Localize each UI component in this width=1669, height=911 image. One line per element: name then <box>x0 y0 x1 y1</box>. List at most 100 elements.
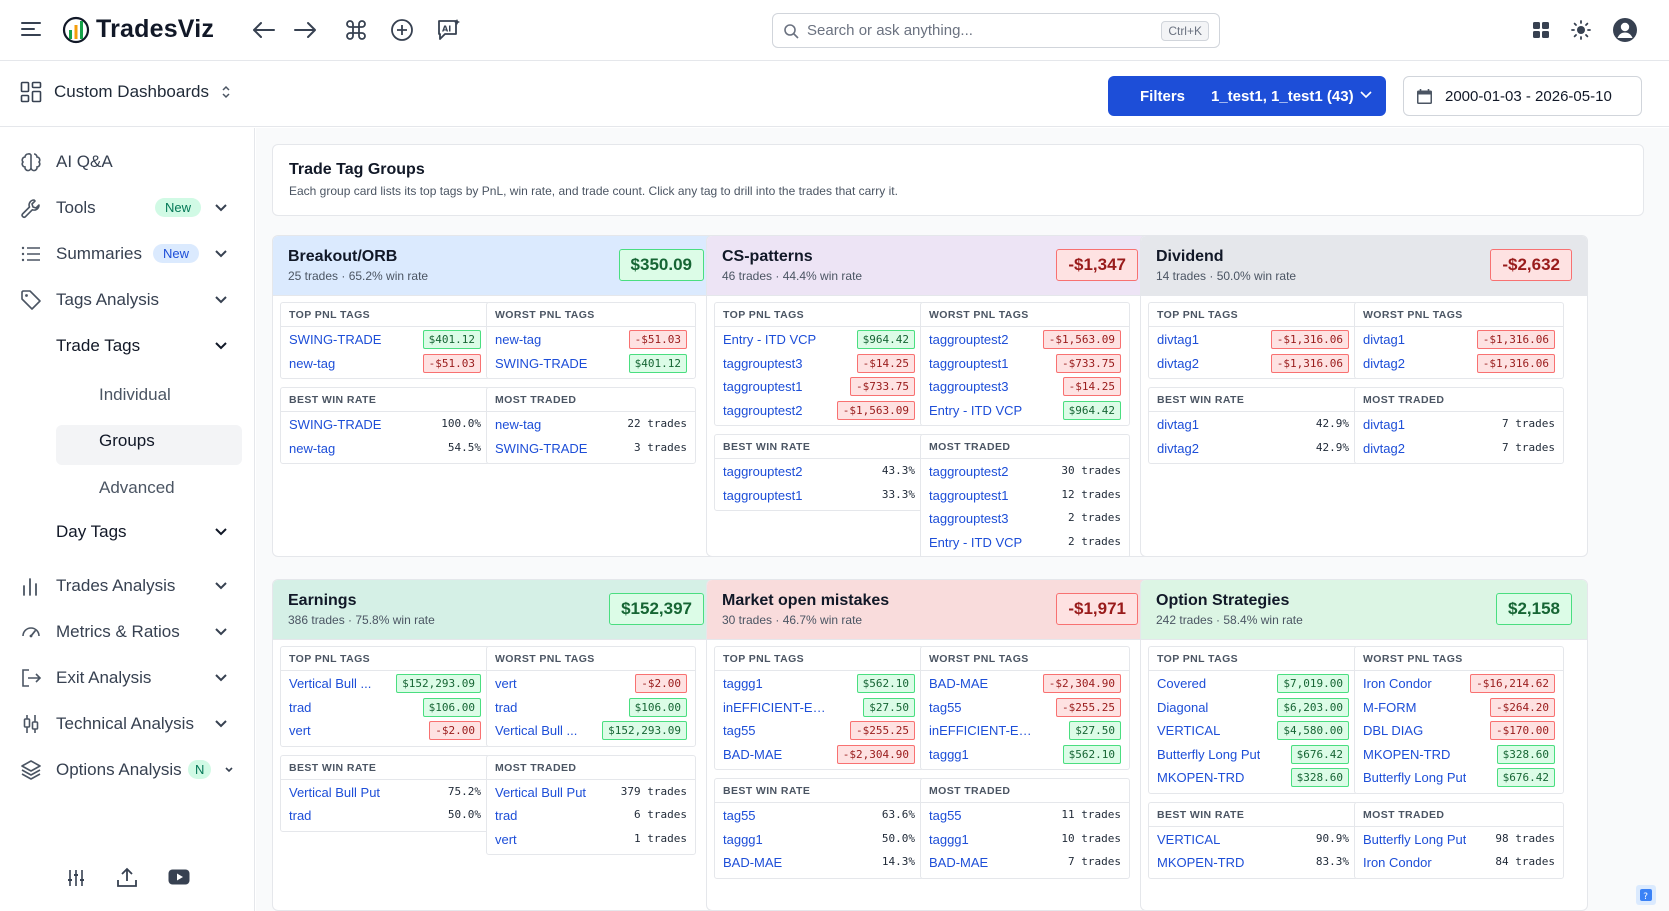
tag-link[interactable]: trad <box>289 808 312 823</box>
tag-link[interactable]: Diagonal <box>1157 699 1209 715</box>
sidebar-item-trades-analysis[interactable]: Trades Analysis <box>0 564 255 608</box>
tag-row[interactable]: taggrouptest2 -$1,563.09 <box>921 327 1129 351</box>
forward-arrow-icon[interactable] <box>292 19 318 41</box>
tag-link[interactable]: BAD-MAE <box>929 855 989 870</box>
tag-link[interactable]: taggg1 <box>929 746 969 762</box>
tag-link[interactable]: Entry - ITD VCP <box>929 402 1023 418</box>
tag-row[interactable]: tag55 -$255.25 <box>921 695 1129 719</box>
tag-row[interactable]: trad $106.00 <box>487 695 695 719</box>
tag-link[interactable]: SWING-TRADE <box>289 332 382 347</box>
tag-row[interactable]: taggrouptest3 2 trades <box>921 506 1129 530</box>
tag-row[interactable]: Covered $7,019.00 <box>1149 671 1357 695</box>
tag-link[interactable]: taggrouptest2 <box>929 464 1009 479</box>
tag-row[interactable]: inEFFICIENT-EXIT $27.50 <box>921 718 1129 742</box>
tag-row[interactable]: tag55 11 trades <box>921 803 1129 827</box>
tag-link[interactable]: taggrouptest1 <box>929 487 1009 503</box>
tag-link[interactable]: Vertical Bull Put <box>495 784 587 800</box>
tag-link[interactable]: new-tag <box>289 440 336 456</box>
tag-link[interactable]: new-tag <box>289 355 336 371</box>
tag-row[interactable]: Butterfly Long Put $676.42 <box>1149 742 1357 766</box>
sidebar-item-groups[interactable]: Groups <box>99 431 155 450</box>
tag-link[interactable]: tag55 <box>929 699 962 715</box>
sidebar-item-metrics-ratios[interactable]: Metrics & Ratios <box>0 610 255 654</box>
tag-link[interactable]: taggg1 <box>929 831 969 847</box>
tag-row[interactable]: divtag1 42.9% <box>1149 412 1357 436</box>
tag-link[interactable]: VERTICAL <box>1157 723 1221 738</box>
tag-row[interactable]: SWING-TRADE 3 trades <box>487 436 695 460</box>
tag-row[interactable]: taggrouptest1 -$733.75 <box>715 374 923 398</box>
sidebar-item-tags-analysis[interactable]: Tags Analysis <box>0 278 255 322</box>
dashboard-selector[interactable]: Custom Dashboards <box>20 81 231 103</box>
back-arrow-icon[interactable] <box>251 19 277 41</box>
tag-row[interactable]: inEFFICIENT-EXIT $27.50 <box>715 695 923 719</box>
tag-link[interactable]: trad <box>495 699 518 715</box>
tag-row[interactable]: divtag1 -$1,316.06 <box>1149 327 1357 351</box>
tag-row[interactable]: taggg1 50.0% <box>715 827 923 851</box>
tag-link[interactable]: Vertical Bull ... <box>495 723 578 738</box>
tag-link[interactable]: tag55 <box>929 808 962 823</box>
tag-row[interactable]: divtag2 42.9% <box>1149 436 1357 460</box>
tag-link[interactable]: divtag1 <box>1157 417 1199 432</box>
tag-link[interactable]: divtag2 <box>1157 355 1199 371</box>
tag-link[interactable]: new-tag <box>495 332 542 347</box>
tag-link[interactable]: BAD-MAE <box>723 855 783 870</box>
tag-link[interactable]: divtag1 <box>1157 332 1199 347</box>
hamburger-menu-icon[interactable] <box>20 18 42 40</box>
sidebar-item-summaries[interactable]: Summaries New <box>0 232 255 276</box>
tag-link[interactable]: Covered <box>1157 676 1207 691</box>
tag-link[interactable]: trad <box>495 808 518 823</box>
tag-link[interactable]: Iron Condor <box>1363 855 1432 870</box>
tag-link[interactable]: BAD-MAE <box>929 676 989 691</box>
tag-row[interactable]: VERTICAL 90.9% <box>1149 827 1357 851</box>
tag-link[interactable]: Butterfly Long Put <box>1157 746 1261 762</box>
tag-link[interactable]: M-FORM <box>1363 699 1417 715</box>
tag-row[interactable]: taggrouptest2 43.3% <box>715 459 923 483</box>
tag-row[interactable]: new-tag 22 trades <box>487 412 695 436</box>
tag-link[interactable]: VERTICAL <box>1157 831 1221 847</box>
tag-row[interactable]: new-tag -$51.03 <box>281 351 489 375</box>
tag-link[interactable]: taggrouptest3 <box>723 355 803 371</box>
sidebar-item-exit-analysis[interactable]: Exit Analysis <box>0 656 255 700</box>
tag-row[interactable]: MKOPEN-TRD 83.3% <box>1149 850 1357 874</box>
tag-link[interactable]: divtag1 <box>1363 332 1405 347</box>
sidebar-item-individual[interactable]: Individual <box>99 385 171 404</box>
sidebar-item-tools[interactable]: Tools New <box>0 186 255 230</box>
theme-sun-icon[interactable] <box>1570 19 1592 41</box>
tag-row[interactable]: Vertical Bull Put 379 trades <box>487 780 695 804</box>
tag-link[interactable]: divtag2 <box>1363 355 1405 371</box>
tag-link[interactable]: taggrouptest1 <box>723 379 803 394</box>
tag-row[interactable]: MKOPEN-TRD $328.60 <box>1355 742 1563 766</box>
search-input[interactable] <box>807 22 1154 39</box>
tag-row[interactable]: new-tag 54.5% <box>281 436 489 460</box>
tag-row[interactable]: tag55 63.6% <box>715 803 923 827</box>
sidebar-item-options-analysis[interactable]: Options Analysis N <box>0 748 255 792</box>
tag-row[interactable]: Vertical Bull ... $152,293.09 <box>487 718 695 742</box>
tag-row[interactable]: VERTICAL $4,580.00 <box>1149 718 1357 742</box>
tag-row[interactable]: divtag2 -$1,316.06 <box>1355 351 1563 375</box>
tag-link[interactable]: taggrouptest2 <box>723 402 803 418</box>
tag-row[interactable]: taggg1 $562.10 <box>715 671 923 695</box>
tag-row[interactable]: tag55 -$255.25 <box>715 718 923 742</box>
sidebar-item-day-tags[interactable]: Day Tags <box>0 510 255 554</box>
tag-row[interactable]: vert -$2.00 <box>487 671 695 695</box>
tag-link[interactable]: Iron Condor <box>1363 676 1432 691</box>
tag-row[interactable]: SWING-TRADE 100.0% <box>281 412 489 436</box>
tag-row[interactable]: Butterfly Long Put $676.42 <box>1355 765 1563 789</box>
user-avatar-icon[interactable] <box>1612 17 1638 43</box>
tag-row[interactable]: BAD-MAE 7 trades <box>921 850 1129 874</box>
tag-link[interactable]: taggrouptest2 <box>929 332 1009 347</box>
sliders-icon[interactable] <box>66 868 86 888</box>
tag-row[interactable]: divtag2 7 trades <box>1355 436 1563 460</box>
tag-link[interactable]: BAD-MAE <box>723 746 783 762</box>
tag-row[interactable]: taggrouptest2 -$1,563.09 <box>715 398 923 422</box>
tag-row[interactable]: taggrouptest3 -$14.25 <box>715 351 923 375</box>
tag-link[interactable]: MKOPEN-TRD <box>1157 855 1245 870</box>
account-selector-button[interactable]: 1_test1, 1_test1 (43) <box>1195 76 1386 116</box>
tag-row[interactable]: BAD-MAE -$2,304.90 <box>921 671 1129 695</box>
tag-link[interactable]: divtag1 <box>1363 417 1405 432</box>
tag-link[interactable]: divtag2 <box>1363 440 1405 456</box>
command-icon[interactable] <box>344 18 368 42</box>
sidebar-item-trade-tags[interactable]: Trade Tags <box>0 324 255 368</box>
tag-link[interactable]: vert <box>495 676 517 691</box>
tag-link[interactable]: Butterfly Long Put <box>1363 831 1467 847</box>
